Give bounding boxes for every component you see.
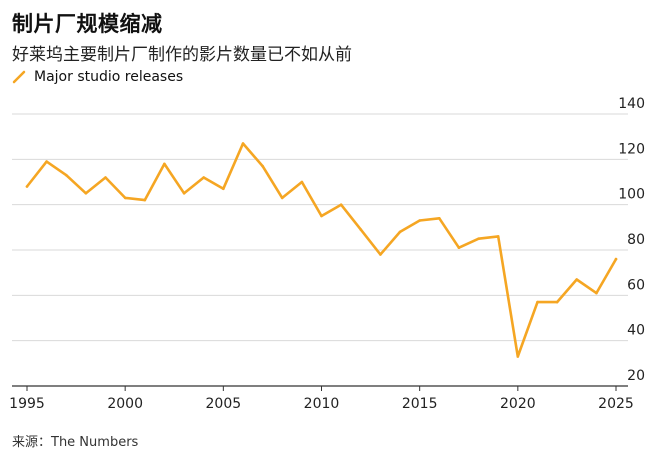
x-tick-label-2000: 2000 [107,396,143,412]
chart-title: 制片厂规模缩减 [12,12,163,36]
data-point-2000 [123,196,127,200]
data-point-2020 [516,355,520,358]
data-point-1997 [65,173,68,177]
data-point-2013 [379,253,382,256]
source-note: 来源：The Numbers [12,435,139,450]
data-point-1999 [104,176,107,179]
y-tick-labels: 20 40 60 80 100 120 140 [618,96,645,384]
data-point-1995 [25,185,29,188]
data-point-2004 [202,176,205,179]
data-point-2002 [163,162,166,166]
x-tick-label-2025: 2025 [598,396,634,412]
data-point-2017 [457,246,461,249]
data-point-2022 [555,300,559,304]
data-point-2014 [398,230,402,234]
data-point-2006 [241,142,245,145]
y-tick-label-140: 140 [618,96,645,112]
x-tick-label-1995: 1995 [9,396,45,412]
data-point-2008 [280,196,284,200]
data-point-2009 [300,180,304,184]
legend: Major studio releases [12,68,183,86]
data-point-2011 [339,203,343,206]
x-tick-label-2005: 2005 [206,396,242,412]
data-point-2012 [359,228,363,231]
y-tick-label-40: 40 [627,323,645,339]
data-point-2021 [536,300,539,304]
data-point-2016 [438,217,441,220]
data-point-2018 [477,237,480,240]
chart-subtitle: 好莱坞主要制片厂制作的影片数量已不如从前 [12,45,352,65]
data-point-1998 [84,192,88,195]
legend-line-icon [12,70,26,84]
data-point-2024 [595,291,598,295]
y-tick-label-80: 80 [627,232,645,248]
legend-label: Major studio releases [34,69,184,85]
y-tick-label-20: 20 [627,368,645,384]
data-point-2015 [418,219,422,222]
data-point-2010 [320,214,323,218]
data-point-2019 [496,235,500,238]
y-tick-label-60: 60 [627,277,645,293]
data-point-2003 [182,192,186,195]
grid-lines [12,113,628,342]
x-tick-label-2020: 2020 [500,396,536,412]
x-tick-label-2010: 2010 [304,396,340,412]
y-tick-label-120: 120 [618,141,645,157]
data-point-2025 [614,257,618,261]
data-point-2007 [261,164,264,168]
data-point-2005 [222,187,225,191]
y-tick-label-100: 100 [618,187,645,203]
x-axis: 1995 2000 2005 2010 2015 2020 2025 [9,385,634,412]
data-point-1996 [45,160,48,163]
data-point-2001 [143,198,147,202]
series-layer [25,142,618,358]
data-point-2023 [575,278,578,281]
x-tick-label-2015: 2015 [402,396,438,412]
